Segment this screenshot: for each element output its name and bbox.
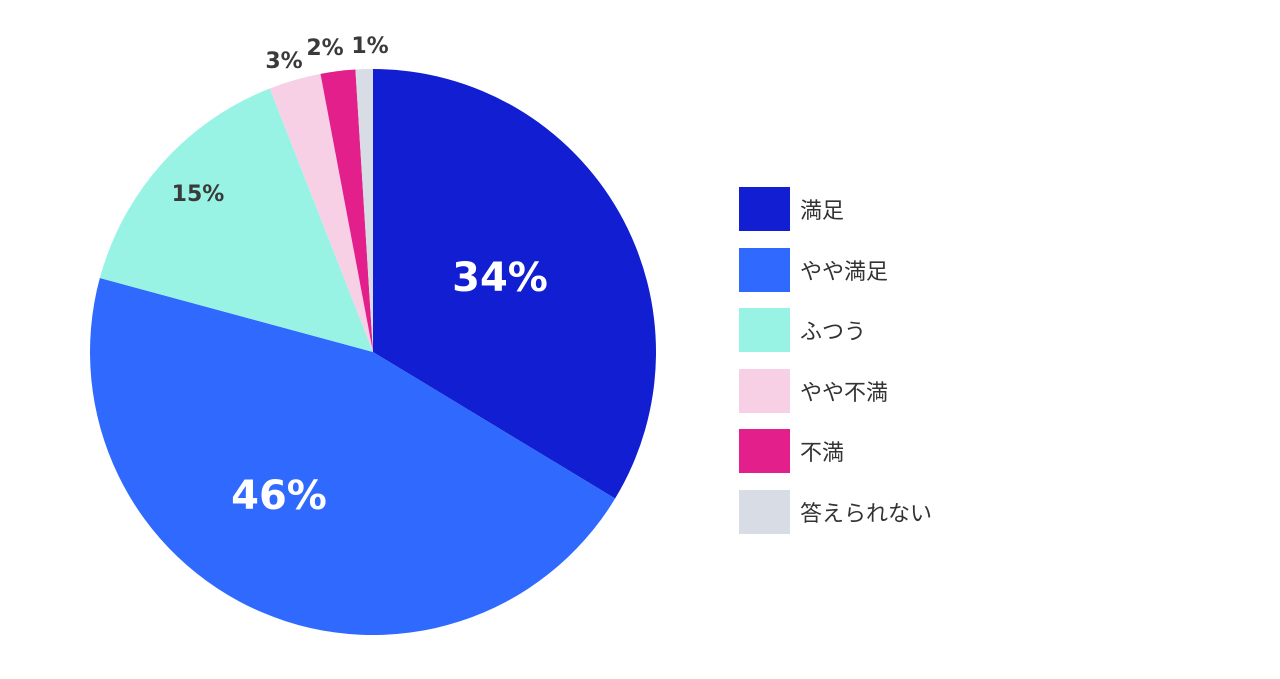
pie-slice [89, 278, 616, 636]
legend-label: ふつう [800, 320, 867, 345]
legend-item-somewhat-dissatisfied: やや不満 [739, 368, 932, 413]
slice-percent-label: 46% [231, 473, 327, 519]
legend-swatch [739, 429, 790, 473]
legend-swatch [739, 308, 790, 352]
legend-item-satisfied: 満足 [739, 187, 932, 231]
legend-item-dissatisfied: 不満 [739, 429, 932, 473]
slice-percent-label: 34% [452, 255, 548, 301]
pie-slice [269, 73, 373, 353]
slice-percent-label: 1% [351, 34, 388, 59]
legend-swatch [739, 368, 790, 413]
legend-label: やや満足 [800, 259, 889, 285]
legend-item-neutral: ふつう [739, 308, 932, 352]
legend-swatch [739, 247, 790, 292]
legend-label: 不満 [800, 441, 845, 466]
legend-item-no-answer: 答えられない [739, 489, 933, 534]
legend-label: やや不満 [800, 380, 889, 406]
legend: 満足 やや満足 ふつう やや不満 不満 答えられない [739, 187, 932, 550]
pie-slice [355, 69, 373, 352]
legend-item-somewhat-satisfied: やや満足 [739, 247, 932, 292]
slice-percent-label: 15% [172, 182, 225, 207]
legend-label: 満足 [800, 199, 845, 224]
pie-slice [373, 69, 657, 499]
legend-swatch [739, 187, 790, 231]
legend-label: 答えられない [800, 501, 933, 527]
slice-percent-label: 2% [306, 36, 343, 61]
pie-slice [320, 69, 373, 353]
legend-swatch [739, 489, 790, 534]
slice-percent-label: 3% [265, 49, 302, 74]
pie-slice [99, 88, 373, 352]
